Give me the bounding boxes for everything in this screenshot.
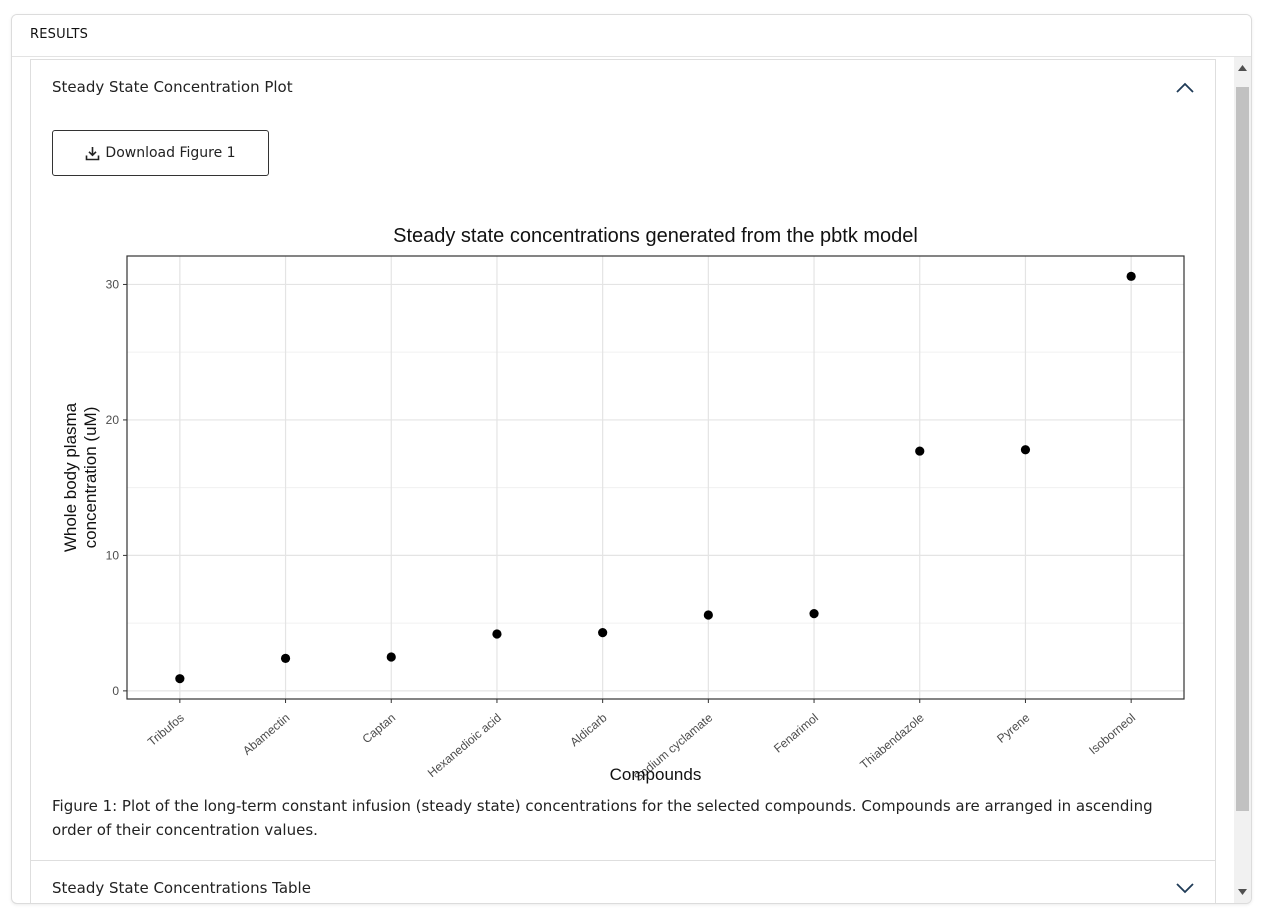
data-point bbox=[280, 653, 291, 663]
chevron-down-icon bbox=[1176, 883, 1194, 894]
y-tick-label: 20 bbox=[106, 413, 120, 427]
scroll-up-arrow-icon[interactable] bbox=[1238, 65, 1247, 71]
data-point bbox=[915, 446, 925, 456]
download-icon bbox=[86, 146, 100, 160]
y-tick-label: 30 bbox=[106, 277, 120, 291]
scroll-down-arrow-icon[interactable] bbox=[1238, 889, 1247, 895]
plot-section-title: Steady State Concentration Plot bbox=[52, 78, 293, 96]
plot-panel bbox=[127, 256, 1184, 699]
table-section-title: Steady State Concentrations Table bbox=[52, 879, 311, 897]
figure-caption: Figure 1: Plot of the long-term constant… bbox=[52, 797, 1153, 839]
steady-state-plot: Steady state concentrations generated fr… bbox=[52, 180, 1202, 792]
results-scroll-area: Steady State Concentration Plot Download… bbox=[12, 57, 1233, 903]
chart-title: Steady state concentrations generated fr… bbox=[393, 225, 918, 247]
x-tick-label: Abamectin bbox=[240, 711, 292, 758]
x-tick-label: Aldicarb bbox=[567, 710, 609, 749]
table-section-toggle[interactable]: Steady State Concentrations Table bbox=[31, 860, 1215, 903]
download-figure-label: Download Figure 1 bbox=[105, 145, 236, 161]
x-tick-label: Tribufos bbox=[145, 711, 187, 749]
x-tick-label: Isoborneol bbox=[1086, 711, 1138, 758]
x-axis-label: Compounds bbox=[610, 765, 702, 784]
x-tick-label: Fenarimol bbox=[771, 711, 821, 756]
data-point bbox=[492, 629, 502, 639]
download-figure-button[interactable]: Download Figure 1 bbox=[52, 130, 269, 176]
results-accordion: Steady State Concentration Plot Download… bbox=[30, 59, 1216, 903]
data-point bbox=[386, 652, 396, 662]
data-point bbox=[1020, 445, 1031, 455]
results-card: RESULTS Steady State Concentration Plot … bbox=[11, 14, 1252, 904]
plot-section-toggle[interactable]: Steady State Concentration Plot bbox=[31, 60, 1215, 114]
x-tick-label: Pyrene bbox=[994, 710, 1032, 745]
x-tick-label: Thiabendazole bbox=[857, 710, 927, 772]
y-axis-label-line1: Whole body plasma bbox=[61, 402, 80, 552]
x-tick-label: Hexanedioic acid bbox=[425, 711, 504, 780]
data-point bbox=[703, 610, 713, 620]
data-point bbox=[1126, 271, 1136, 281]
steady-state-chart: Steady state concentrations generated fr… bbox=[61, 225, 1185, 784]
y-tick-label: 0 bbox=[112, 684, 119, 698]
results-header-label: RESULTS bbox=[30, 27, 89, 42]
y-tick-label: 10 bbox=[106, 548, 120, 562]
scrollbar-thumb[interactable] bbox=[1236, 87, 1249, 811]
results-header: RESULTS bbox=[12, 15, 1251, 57]
data-point bbox=[809, 609, 819, 619]
chevron-up-icon bbox=[1176, 82, 1194, 93]
data-point bbox=[175, 674, 185, 684]
plot-border bbox=[126, 255, 1185, 700]
x-tick-label: Captan bbox=[360, 711, 399, 747]
vertical-scrollbar[interactable] bbox=[1234, 57, 1251, 903]
data-point bbox=[598, 628, 608, 638]
y-axis-label-line2: concentration (uM) bbox=[81, 407, 100, 549]
